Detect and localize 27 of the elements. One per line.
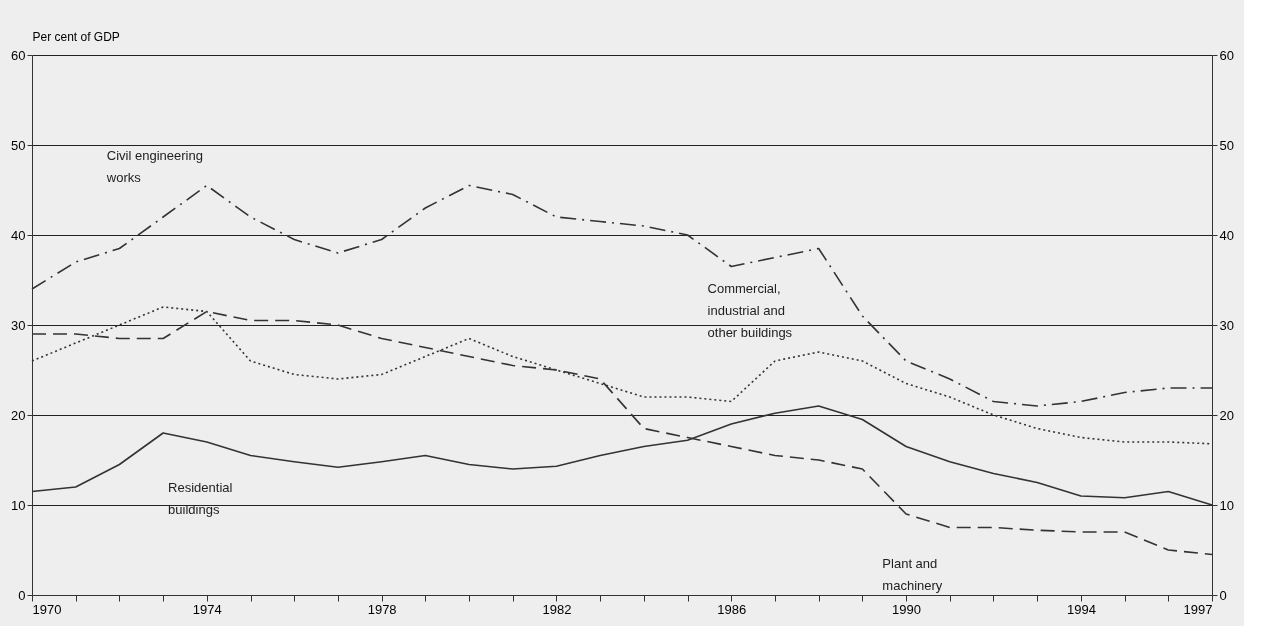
y-tick-label: 0 [18, 587, 26, 603]
y2-tick-label: 30 [1219, 317, 1234, 333]
y2-tick-label: 20 [1219, 407, 1234, 423]
y2-tick-label: 0 [1219, 587, 1227, 603]
y-axis-title: Per cent of GDP [32, 29, 120, 44]
text: Plant and machinery [882, 556, 943, 593]
x-tick-label: 1986 [717, 601, 747, 617]
y-tick-label: 20 [11, 407, 26, 423]
x-tick-label: 1982 [542, 601, 572, 617]
y-tick-label: 10 [11, 497, 26, 513]
x-tick-label: 1994 [1066, 601, 1096, 617]
y-tick-label: 40 [11, 227, 26, 243]
y2-tick-label: 10 [1219, 497, 1234, 513]
y-tick-label: 60 [11, 47, 26, 63]
x-tick-label: 1997 [1183, 601, 1213, 617]
y2-tick-label: 40 [1219, 227, 1234, 243]
x-tick-label: 1970 [32, 601, 62, 617]
y-tick-label: 50 [11, 137, 26, 153]
y2-tick-label: 60 [1219, 47, 1234, 63]
x-tick-label: 1990 [892, 601, 922, 617]
series-label: Civil engineering works [105, 147, 203, 185]
y-tick-label: 30 [11, 317, 26, 333]
x-tick-label: 1974 [192, 601, 222, 617]
text: Residential buildings [168, 480, 233, 517]
series-label: Commercial, industrial and other buildings [707, 281, 793, 340]
y2-tick-label: 50 [1219, 137, 1234, 153]
x-tick-label: 1978 [367, 601, 397, 617]
